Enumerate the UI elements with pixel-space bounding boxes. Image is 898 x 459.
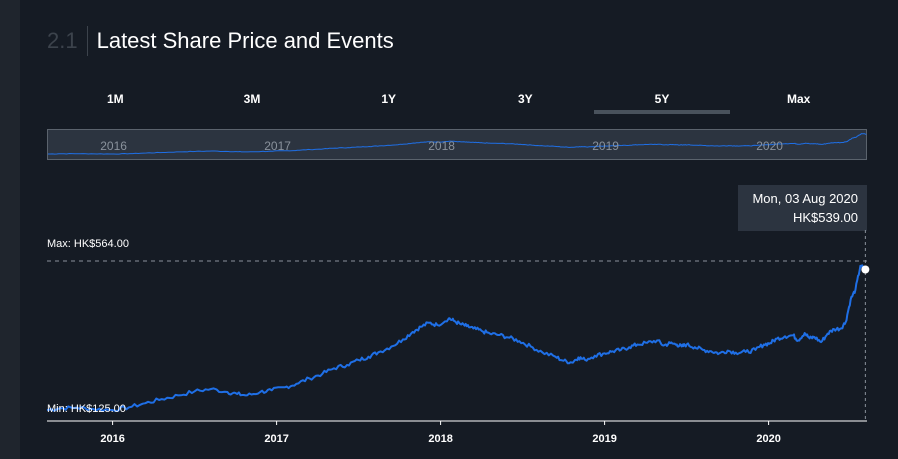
section-title: Latest Share Price and Events [96, 28, 394, 53]
min-label: Min: HK$125.00 [47, 403, 126, 415]
tooltip-date: Mon, 03 Aug 2020 [752, 191, 858, 206]
left-rail [0, 0, 20, 459]
section-number: 2.1 [47, 26, 88, 56]
tooltip-price: HK$539.00 [792, 210, 858, 225]
tab-5y[interactable]: 5Y [593, 88, 731, 114]
navigator-line [48, 133, 867, 155]
tab-3m[interactable]: 3M [243, 92, 261, 106]
navigator-year-label: 2018 [428, 139, 455, 153]
tab-max[interactable]: Max [787, 92, 811, 106]
tab-3y[interactable]: 3Y [518, 92, 533, 106]
hover-point [861, 265, 870, 274]
price-tooltip: Mon, 03 Aug 2020 HK$539.00 [738, 185, 867, 231]
navigator-year-label: 2016 [100, 139, 127, 153]
x-tick-label: 2020 [756, 433, 780, 445]
max-label: Max: HK$564.00 [47, 238, 129, 250]
price-line [46, 264, 866, 412]
x-tick-label: 2017 [264, 433, 288, 445]
navigator-year-label: 2020 [756, 139, 783, 153]
section-header: 2.1 Latest Share Price and Events [47, 26, 394, 56]
x-tick-label: 2018 [428, 433, 452, 445]
price-chart[interactable]: Max: HK$564.00 Min: HK$125.00 2016 2017 2018… [0, 230, 898, 459]
navigator-chart: 2016 2017 2018 2019 2020 [48, 133, 867, 155]
tab-1m[interactable]: 1M [107, 92, 124, 106]
navigator-year-label: 2017 [264, 139, 291, 153]
x-tick-label: 2016 [100, 433, 124, 445]
range-tabs: 1M 3M 1Y 3Y 5Y Max [47, 88, 867, 114]
x-tick-label: 2019 [592, 433, 616, 445]
navigator-year-label: 2019 [592, 139, 619, 153]
tab-1y[interactable]: 1Y [381, 92, 397, 106]
range-navigator[interactable]: 2016 2017 2018 2019 2020 [47, 129, 867, 160]
